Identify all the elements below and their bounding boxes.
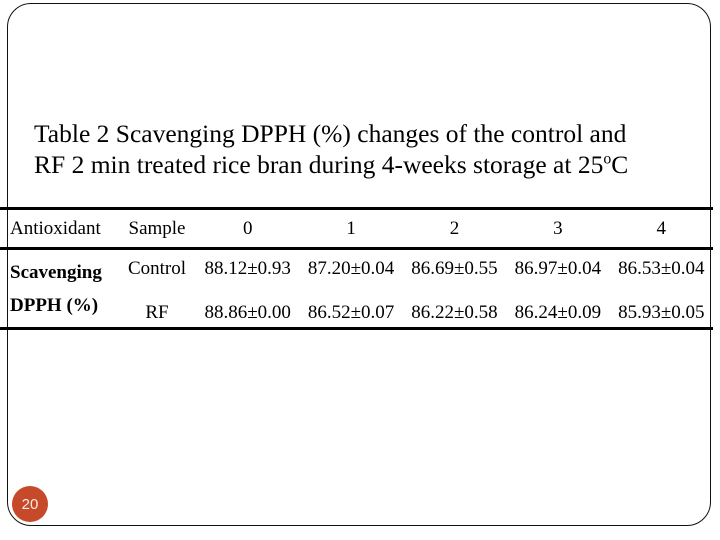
value-cell: 87.20±0.04	[307, 258, 395, 280]
table-header-row: Antioxidant Sample 0 1 2 3 4	[0, 209, 713, 249]
header-week-2: 2	[449, 217, 460, 239]
slide-border	[7, 3, 711, 526]
value-cell: 88.12±0.93	[204, 258, 291, 280]
title-line-2-text: RF 2 min treated rice bran during 4-week…	[34, 150, 604, 179]
header-sample: Sample	[128, 217, 186, 239]
value-cell: 88.86±0.00	[204, 302, 291, 324]
degree-superscript: o	[603, 150, 612, 168]
table-row-control: Scavenging DPPH (%) Control 88.12±0.93 8…	[0, 249, 713, 315]
value-cell: 86.24±0.09	[514, 302, 602, 324]
value-cell: 85.93±0.05	[618, 302, 705, 324]
value-cell: 86.69±0.55	[411, 258, 498, 280]
page-number: 20	[21, 495, 39, 513]
value-cell: 86.97±0.04	[514, 258, 602, 280]
slide-title: Table 2 Scavenging DPPH (%) changes of t…	[34, 118, 714, 180]
title-line-1: Table 2 Scavenging DPPH (%) changes of t…	[34, 119, 627, 148]
sample-cell-rf: RF	[145, 302, 169, 324]
table-row-rf: RF 88.86±0.00 86.52±0.07 86.22±0.58 86.2…	[0, 289, 713, 329]
header-week-3: 3	[553, 217, 563, 239]
row-label-line-2: DPPH (%)	[10, 294, 99, 316]
row-label-cell: Scavenging DPPH (%)	[0, 249, 118, 329]
header-week-4: 4	[656, 217, 667, 239]
header-week-1: 1	[346, 217, 356, 239]
page-number-badge: 20	[12, 486, 48, 522]
value-cell: 86.52±0.07	[307, 302, 395, 324]
header-antioxidant: Antioxidant	[10, 217, 101, 239]
header-week-0: 0	[242, 217, 253, 239]
value-cell: 86.22±0.58	[411, 302, 498, 324]
dpph-table-wrap: Antioxidant Sample 0 1 2 3 4 Scavenging …	[0, 207, 713, 330]
title-line-2-unit: C	[611, 150, 629, 179]
row-label-line-1: Scavenging	[10, 261, 102, 283]
dpph-table: Antioxidant Sample 0 1 2 3 4 Scavenging …	[0, 207, 713, 330]
value-cell: 86.53±0.04	[618, 258, 705, 280]
sample-cell-control: Control	[127, 258, 187, 280]
title-line-2: RF 2 min treated rice bran during 4-week…	[34, 149, 714, 180]
